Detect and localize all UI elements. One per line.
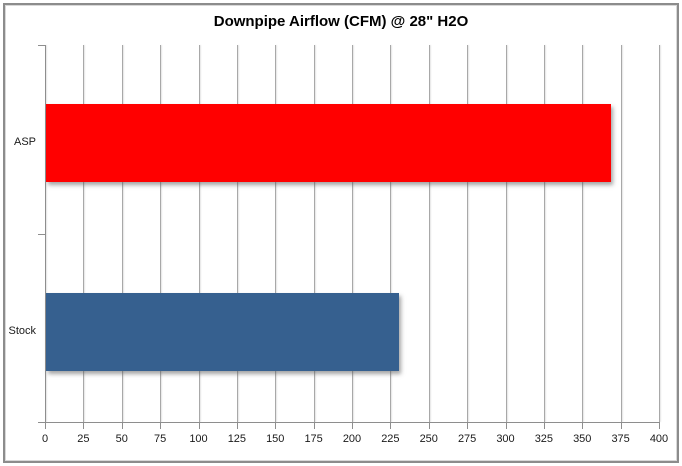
x-axis-line: [45, 422, 660, 423]
x-axis-tick: [45, 422, 46, 429]
gridline: [275, 45, 277, 422]
gridline: [505, 45, 507, 422]
value-axis-zero-line: [45, 45, 46, 422]
category-label-stock: Stock: [8, 324, 36, 337]
x-axis-tick: [467, 422, 469, 429]
x-axis-tick: [313, 422, 315, 429]
x-tick-label: 325: [534, 433, 554, 445]
x-axis-tick: [582, 422, 584, 429]
x-tick-label: 175: [304, 433, 323, 445]
x-tick-label: 225: [381, 433, 400, 445]
gridline: [121, 45, 123, 422]
gridline: [543, 45, 545, 422]
x-axis-tick: [198, 422, 200, 429]
x-axis-tick: [121, 422, 123, 429]
category-label-asp: ASP: [13, 136, 36, 149]
x-tick-label: 375: [611, 433, 630, 445]
gridline: [352, 45, 353, 422]
y-axis-tick: [38, 45, 45, 46]
x-tick-label: 200: [342, 433, 362, 445]
bar-stock: [46, 292, 400, 371]
chart-title: Downpipe Airflow (CFM) @ 28" H2O: [213, 13, 469, 30]
gridline: [428, 45, 430, 422]
gridline: [467, 45, 469, 422]
gridline: [620, 45, 622, 422]
gridline: [236, 45, 238, 422]
y-axis-tick: [38, 233, 45, 235]
gridline: [659, 45, 660, 422]
x-tick-label: 350: [573, 433, 592, 445]
y-axis-tick: [38, 422, 45, 423]
x-axis-tick: [275, 422, 277, 429]
x-axis-tick: [620, 422, 622, 429]
x-tick-label: 125: [227, 433, 247, 445]
x-axis-tick: [160, 422, 162, 429]
x-axis-tick: [505, 422, 507, 429]
x-axis-tick: [659, 422, 660, 429]
x-tick-label: 75: [154, 433, 167, 445]
gridline: [160, 45, 162, 422]
x-tick-label: 250: [419, 433, 438, 445]
gridline: [198, 45, 200, 422]
gridline: [313, 45, 315, 422]
x-axis-tick: [390, 422, 392, 429]
x-axis-tick: [543, 422, 545, 429]
x-tick-label: 25: [77, 433, 90, 445]
bar-asp: [46, 104, 611, 183]
x-tick-label: 150: [266, 433, 285, 445]
x-tick-label: 100: [189, 433, 208, 445]
x-tick-label: 0: [41, 433, 49, 445]
x-axis-tick: [83, 422, 85, 429]
chart-frame: Downpipe Airflow (CFM) @ 28" H2O 0 25 50 75…: [3, 3, 679, 463]
x-axis-tick: [352, 422, 353, 429]
gridline: [390, 45, 392, 422]
x-tick-label: 400: [649, 433, 669, 445]
x-axis-tick: [428, 422, 430, 429]
gridline: [83, 45, 85, 422]
x-axis-tick: [236, 422, 238, 429]
x-tick-label: 50: [115, 433, 128, 445]
x-tick-label: 275: [457, 433, 477, 445]
gridline: [582, 45, 584, 422]
x-tick-label: 300: [496, 433, 515, 445]
